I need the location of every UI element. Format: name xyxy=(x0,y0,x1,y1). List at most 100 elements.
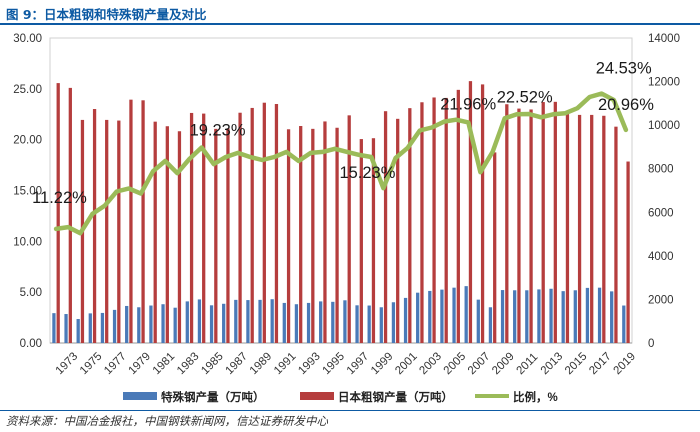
x-axis-tick-label: 2003 xyxy=(417,351,444,378)
crude-steel-bar xyxy=(299,126,303,343)
x-axis-tick-label: 2007 xyxy=(466,351,493,378)
right-axis-tick-label: 6000 xyxy=(648,207,674,219)
x-axis-tick-label: 1979 xyxy=(126,351,153,378)
ratio-data-label: 15.23% xyxy=(339,164,395,182)
special-steel-bar xyxy=(464,286,468,343)
crude-steel-bar xyxy=(286,129,291,343)
special-steel-bar xyxy=(294,304,299,343)
x-axis-tick-label: 1991 xyxy=(272,351,299,378)
crude-steel-bar xyxy=(505,104,509,343)
left-axis-tick-label: 15.00 xyxy=(13,186,42,198)
x-axis-tick-label: 1983 xyxy=(175,351,202,378)
special-steel-bar xyxy=(100,312,105,343)
special-steel-bar xyxy=(209,305,214,343)
special-steel-bar xyxy=(112,309,117,343)
right-axis-tick-label: 8000 xyxy=(648,164,674,176)
x-axis-tick-label: 1997 xyxy=(345,351,372,378)
special-steel-bar xyxy=(343,300,347,343)
crude-steel-bar xyxy=(92,109,97,344)
special-steel-bar xyxy=(270,299,274,343)
special-steel-bar xyxy=(355,305,359,343)
x-axis-tick-label: 1977 xyxy=(102,351,129,378)
special-steel-bar xyxy=(282,302,286,343)
crude-steel-bar xyxy=(565,114,570,344)
special-steel-bar xyxy=(367,305,371,343)
crude-steel-bar xyxy=(420,102,424,344)
x-axis-tick-label: 1985 xyxy=(199,351,226,378)
special-steel-bar xyxy=(258,299,262,343)
special-steel-bar xyxy=(161,304,165,343)
x-axis-tick-label: 2009 xyxy=(490,351,517,378)
x-axis-tick-label: 2019 xyxy=(611,351,638,378)
special-steel-bar xyxy=(585,287,590,343)
x-axis-tick-label: 1981 xyxy=(151,351,178,378)
ratio-data-label: 19.23% xyxy=(190,121,246,139)
x-axis-tick-label: 2017 xyxy=(587,351,614,378)
right-axis-tick-label: 14000 xyxy=(648,33,680,45)
right-axis-tick-label: 12000 xyxy=(648,77,680,89)
special-steel-bar xyxy=(440,289,444,343)
crude-steel-bar xyxy=(408,108,412,344)
special-steel-bar xyxy=(573,290,577,343)
ratio-line xyxy=(53,91,629,236)
crude-steel-bar xyxy=(311,128,315,343)
crude-steel-bar xyxy=(202,113,206,343)
ratio-data-label: 22.52% xyxy=(497,88,553,106)
left-axis-tick-label: 25.00 xyxy=(13,84,42,96)
legend-label: 特殊钢产量（万吨） xyxy=(161,390,265,404)
right-axis-tick-label: 2000 xyxy=(648,294,674,306)
crude-steel-bar xyxy=(117,120,121,343)
special-steel-bar xyxy=(403,297,408,343)
crude-steel-bar xyxy=(383,111,388,343)
crude-steel-bar xyxy=(274,104,279,343)
crude-steel-bar xyxy=(590,114,594,344)
crude-steel-bar xyxy=(529,109,533,343)
crude-steel-bar xyxy=(250,107,254,343)
crude-steel-bar xyxy=(359,139,363,343)
crude-steel-bar xyxy=(396,118,400,343)
special-steel-bar xyxy=(561,291,565,343)
special-steel-bar xyxy=(52,313,56,343)
crude-steel-bar xyxy=(468,81,473,343)
special-steel-bar xyxy=(88,313,92,343)
special-steel-bar xyxy=(125,305,129,343)
special-steel-bar xyxy=(476,299,480,343)
x-axis-tick-label: 2011 xyxy=(514,351,540,377)
legend-crude-steel-swatch xyxy=(300,392,334,400)
title-divider xyxy=(0,23,700,25)
special-steel-bar xyxy=(319,301,323,343)
special-steel-bar xyxy=(149,305,153,343)
crude-steel-bar xyxy=(129,99,133,344)
special-steel-bar xyxy=(488,307,493,343)
crude-steel-bar xyxy=(602,115,606,344)
special-steel-bar xyxy=(513,290,517,343)
special-steel-bar xyxy=(391,302,396,343)
crude-steel-bar xyxy=(456,89,460,343)
x-axis-tick-label: 1993 xyxy=(296,351,323,378)
special-steel-bar xyxy=(246,300,250,343)
right-axis-tick-label: 0 xyxy=(648,338,654,350)
crude-steel-bar xyxy=(432,97,436,343)
ratio-data-label: 21.96% xyxy=(440,96,496,114)
special-steel-bar xyxy=(416,292,420,343)
left-axis-tick-label: 5.00 xyxy=(20,287,42,299)
crude-steel-bar xyxy=(214,128,218,343)
crude-steel-bar xyxy=(323,121,327,343)
ratio-data-label: 24.53% xyxy=(596,60,652,78)
right-axis-tick-label: 10000 xyxy=(648,120,680,132)
crude-steel-bar xyxy=(165,126,169,343)
special-steel-bar xyxy=(379,307,383,343)
x-axis-tick-label: 2001 xyxy=(393,351,420,378)
crude-steel-bar xyxy=(577,114,582,344)
special-steel-bar xyxy=(500,290,505,343)
special-steel-bar xyxy=(197,299,202,343)
x-axis-tick-label: 1989 xyxy=(248,351,275,378)
x-axis-tick-label: 2005 xyxy=(442,351,469,378)
left-axis-tick-label: 10.00 xyxy=(13,236,42,248)
special-steel-bar xyxy=(306,302,311,343)
crude-steel-bar xyxy=(153,121,157,344)
source-note: 资料来源：中国冶金报社，中国钢铁新闻网，信达证券研发中心 xyxy=(6,414,328,428)
x-axis-tick-label: 2015 xyxy=(563,351,590,378)
right-axis-tick-label: 4000 xyxy=(648,251,674,263)
crude-steel-bar xyxy=(226,128,230,343)
